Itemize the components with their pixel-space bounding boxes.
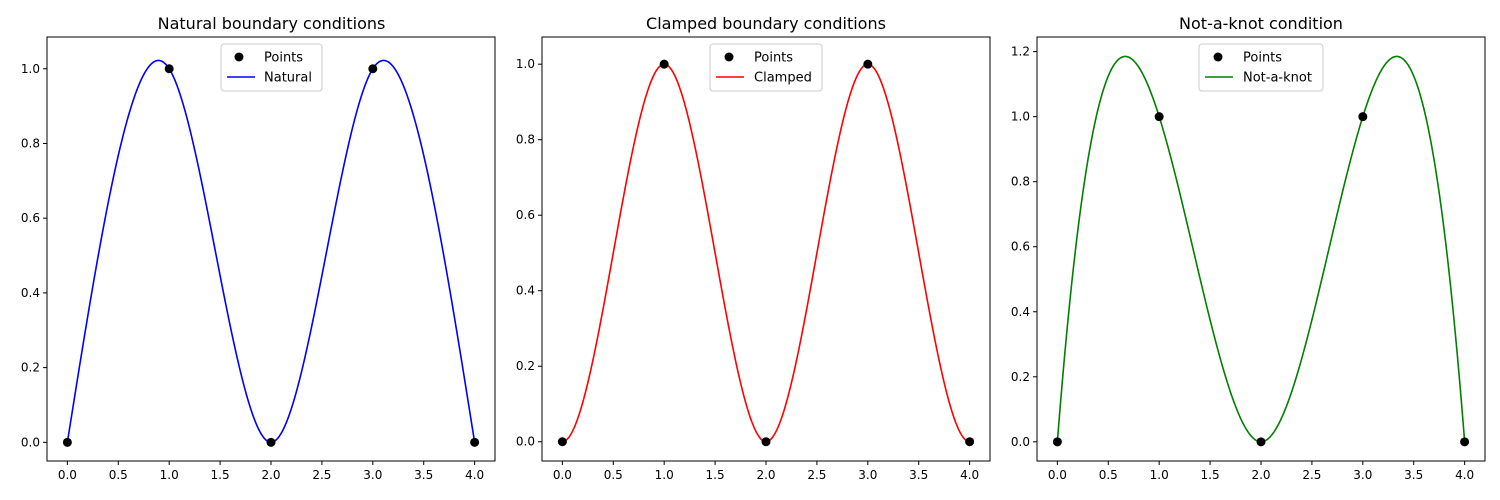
y-tick-label: 0.8 <box>21 136 40 150</box>
x-tick-label: 2.0 <box>756 468 775 482</box>
y-tick-label: 0.0 <box>516 435 535 449</box>
chart-panel-clamped: Clamped boundary conditions 0.0 0.5 1.0 1.5… <box>516 14 991 482</box>
chart-panel-natural: Natural boundary conditions 0.0 0.5 1.0 1.5… <box>21 14 496 482</box>
y-tick-label: 1.0 <box>1011 110 1030 124</box>
y-tick-label: 0.2 <box>1011 370 1030 384</box>
legend-box <box>1198 43 1324 92</box>
legend-points-marker <box>724 52 734 62</box>
plot-area: 0.0 0.5 1.0 1.5 2.0 2.5 3.0 3.5 4.0 0.0 0.2 0.4 0.6 0… <box>21 36 496 482</box>
legend-curve-label: Not-a-knot <box>1243 71 1312 86</box>
x-tick-label: 2.5 <box>807 468 826 482</box>
plot-area: 0.0 0.5 1.0 1.5 2.0 2.5 3.0 3.5 4.0 0.0 0.2 0.4 0.6 0… <box>516 36 991 482</box>
x-tick-label: 3.0 <box>1353 468 1372 482</box>
y-tick-label: 1.2 <box>1011 45 1030 59</box>
x-tick-label: 4.0 <box>960 468 979 482</box>
x-tick-label: 0.5 <box>604 468 623 482</box>
data-point <box>1460 437 1470 447</box>
y-tick-label: 1.0 <box>21 62 40 76</box>
data-point <box>368 64 378 74</box>
plot-area: 0.0 0.5 1.0 1.5 2.0 2.5 3.0 3.5 4.0 0.0 0.2 0.4 0.6 0… <box>1011 36 1486 482</box>
data-point <box>659 59 669 69</box>
x-tick-label: 2.5 <box>1302 468 1321 482</box>
legend-box <box>220 43 323 92</box>
y-tick-label: 0.8 <box>516 133 535 147</box>
data-point <box>470 437 480 447</box>
x-tick-label: 1.5 <box>1201 468 1220 482</box>
data-point <box>62 437 72 447</box>
y-tick-label: 0.2 <box>516 359 535 373</box>
data-point <box>863 59 873 69</box>
legend: Points Clamped <box>709 43 823 92</box>
y-tick-label: 0.8 <box>1011 175 1030 189</box>
data-point <box>761 437 771 447</box>
legend-points-label: Points <box>264 51 303 66</box>
y-tick-label: 0.6 <box>21 211 40 225</box>
y-tick-label: 0.0 <box>1011 435 1030 449</box>
legend-points-label: Points <box>1243 51 1282 66</box>
chart-title: Natural boundary conditions <box>158 14 386 33</box>
data-point <box>1358 112 1368 122</box>
x-tick-label: 0.0 <box>58 468 77 482</box>
data-point <box>164 64 174 74</box>
y-tick-label: 0.4 <box>516 284 535 298</box>
x-tick-label: 1.5 <box>706 468 725 482</box>
x-tick-label: 0.0 <box>553 468 572 482</box>
x-tick-label: 3.0 <box>858 468 877 482</box>
chart-title: Clamped boundary conditions <box>646 14 886 33</box>
y-tick-label: 0.4 <box>1011 305 1030 319</box>
x-tick-label: 4.0 <box>465 468 484 482</box>
data-point <box>266 437 276 447</box>
x-tick-label: 1.5 <box>211 468 230 482</box>
x-tick-label: 3.5 <box>1404 468 1423 482</box>
legend: Points Natural <box>220 43 323 92</box>
x-tick-label: 1.0 <box>160 468 179 482</box>
data-point <box>557 437 567 447</box>
y-tick-label: 0.0 <box>21 435 40 449</box>
data-point <box>965 437 975 447</box>
legend: Points Not-a-knot <box>1198 43 1324 92</box>
x-tick-label: 2.0 <box>261 468 280 482</box>
y-tick-label: 0.4 <box>21 286 40 300</box>
x-tick-label: 3.0 <box>363 468 382 482</box>
data-point <box>1154 112 1164 122</box>
legend-box <box>709 43 823 92</box>
y-tick-label: 1.0 <box>516 57 535 71</box>
legend-points-marker <box>234 52 244 62</box>
chart-panel-not-a-knot: Not-a-knot condition 0.0 0.5 1.0 1.5 2.0 2.5 3… <box>1011 14 1486 482</box>
x-tick-label: 0.0 <box>1048 468 1067 482</box>
x-tick-label: 4.0 <box>1455 468 1474 482</box>
chart-title: Not-a-knot condition <box>1179 14 1343 33</box>
data-point <box>1052 437 1062 447</box>
legend-curve-label: Clamped <box>754 71 812 86</box>
x-tick-label: 2.0 <box>1251 468 1270 482</box>
y-tick-label: 0.2 <box>21 361 40 375</box>
data-point <box>1256 437 1266 447</box>
legend-curve-label: Natural <box>264 71 312 86</box>
x-tick-label: 0.5 <box>109 468 128 482</box>
legend-points-label: Points <box>754 51 793 66</box>
x-tick-label: 1.0 <box>1150 468 1169 482</box>
x-tick-label: 3.5 <box>909 468 928 482</box>
x-tick-label: 2.5 <box>312 468 331 482</box>
y-tick-label: 0.6 <box>516 208 535 222</box>
y-tick-label: 0.6 <box>1011 240 1030 254</box>
legend-points-marker <box>1213 52 1223 62</box>
x-tick-label: 1.0 <box>655 468 674 482</box>
x-tick-label: 0.5 <box>1099 468 1118 482</box>
x-tick-label: 3.5 <box>414 468 433 482</box>
